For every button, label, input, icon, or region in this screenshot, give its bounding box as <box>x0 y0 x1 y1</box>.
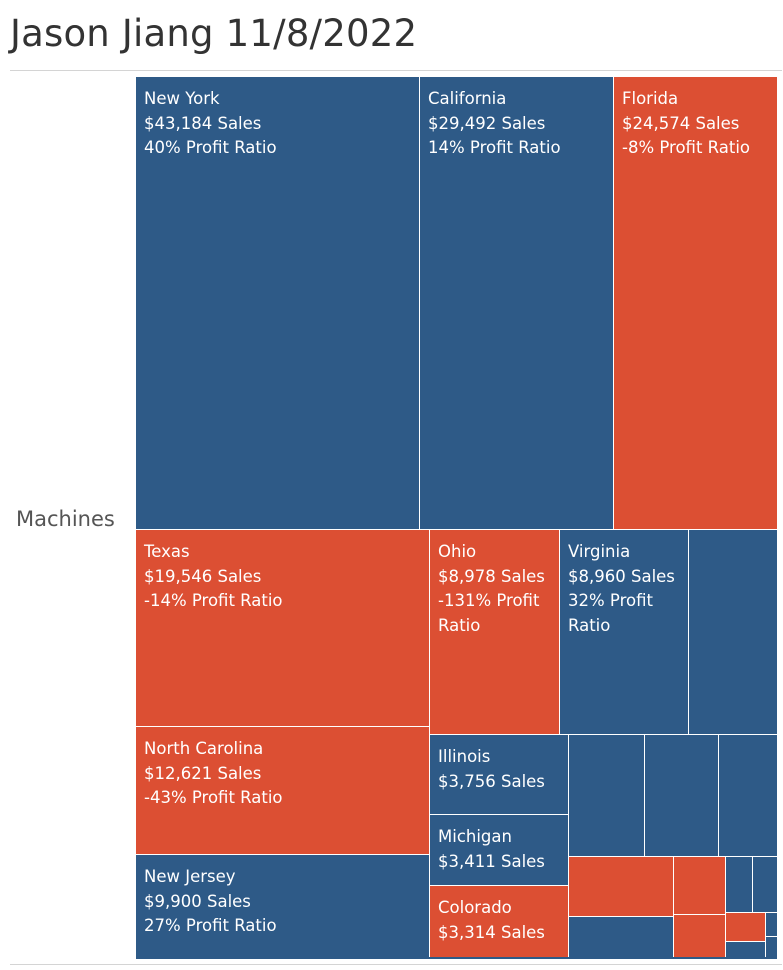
tile-label: Virginia $8,960 Sales 32% Profit Ratio <box>568 540 682 638</box>
tile-profit-ratio: -131% Profit Ratio <box>438 591 540 635</box>
title-divider <box>10 70 782 71</box>
tile-sales-value: $12,621 Sales <box>144 763 262 783</box>
tile-texas[interactable]: Texas $19,546 Sales -14% Profit Ratio <box>136 530 429 726</box>
tile-state-name: Michigan <box>438 827 512 846</box>
tile-unlabeled[interactable] <box>766 913 777 936</box>
tile-state-name: North Carolina <box>144 739 264 758</box>
tile-unlabeled[interactable] <box>726 857 752 912</box>
tile-sales-value: $19,546 Sales <box>144 566 262 586</box>
tile-label: Michigan $3,411 Sales <box>438 825 562 874</box>
tile-state-name: California <box>428 89 507 108</box>
tile-profit-ratio: -14% Profit Ratio <box>144 591 283 610</box>
tile-label: New York $43,184 Sales 40% Profit Ratio <box>144 87 413 161</box>
tile-profit-ratio: 40% Profit Ratio <box>144 138 277 157</box>
treemap: New York $43,184 Sales 40% Profit Ratio Cal… <box>136 77 777 959</box>
tile-illinois[interactable]: Illinois $3,756 Sales <box>430 735 568 814</box>
tile-virginia[interactable]: Virginia $8,960 Sales 32% Profit Ratio <box>560 530 688 734</box>
tile-label: Illinois $3,756 Sales <box>438 745 562 794</box>
tile-unlabeled[interactable] <box>645 735 718 856</box>
tile-profit-ratio: 32% Profit Ratio <box>568 591 653 635</box>
tile-unlabeled[interactable] <box>674 915 725 958</box>
tile-label: North Carolina $12,621 Sales -43% Profit R… <box>144 737 423 811</box>
tile-profit-ratio: 27% Profit Ratio <box>144 916 277 935</box>
tile-new-york[interactable]: New York $43,184 Sales 40% Profit Ratio <box>136 77 419 529</box>
bottom-divider <box>10 964 782 965</box>
tile-florida[interactable]: Florida $24,574 Sales -8% Profit Ratio <box>614 77 777 529</box>
tile-label: California $29,492 Sales 14% Profit Ratio <box>428 87 607 161</box>
tile-sales-value: $8,978 Sales <box>438 566 545 586</box>
category-row-label: Machines <box>16 507 115 531</box>
tile-label: Ohio $8,978 Sales -131% Profit Ratio <box>438 540 553 638</box>
tile-state-name: Ohio <box>438 542 477 561</box>
tile-sales-value: $3,314 Sales <box>438 922 545 942</box>
tile-sales-value: $8,960 Sales <box>568 566 675 586</box>
tile-state-name: Colorado <box>438 898 512 917</box>
tile-state-name: New York <box>144 89 220 108</box>
treemap-base-line <box>136 957 777 959</box>
tile-north-carolina[interactable]: North Carolina $12,621 Sales -43% Profit R… <box>136 727 429 854</box>
tile-unlabeled[interactable] <box>719 735 777 856</box>
tile-california[interactable]: California $29,492 Sales 14% Profit Ratio <box>420 77 613 529</box>
tile-profit-ratio: 14% Profit Ratio <box>428 138 561 157</box>
tile-unlabeled[interactable] <box>674 857 725 914</box>
tile-unlabeled[interactable] <box>689 530 777 734</box>
tile-state-name: Virginia <box>568 542 631 561</box>
tile-label: Colorado $3,314 Sales <box>438 896 562 945</box>
tile-state-name: Florida <box>622 89 679 108</box>
tile-sales-value: $9,900 Sales <box>144 891 251 911</box>
tile-unlabeled[interactable] <box>726 942 765 958</box>
tile-michigan[interactable]: Michigan $3,411 Sales <box>430 815 568 885</box>
tile-sales-value: $43,184 Sales <box>144 113 262 133</box>
tile-profit-ratio: -43% Profit Ratio <box>144 788 283 807</box>
tile-sales-value: $24,574 Sales <box>622 113 740 133</box>
tile-unlabeled[interactable] <box>766 937 777 958</box>
tile-label: Florida $24,574 Sales -8% Profit Ratio <box>622 87 771 161</box>
chart-title: Jason Jiang 11/8/2022 <box>10 12 418 55</box>
tile-state-name: New Jersey <box>144 867 236 886</box>
tile-unlabeled[interactable] <box>569 917 673 958</box>
tile-unlabeled[interactable] <box>753 857 777 912</box>
tile-sales-value: $3,411 Sales <box>438 851 545 871</box>
tile-new-jersey[interactable]: New Jersey $9,900 Sales 27% Profit Ratio <box>136 855 429 958</box>
tile-state-name: Illinois <box>438 747 491 766</box>
tile-sales-value: $29,492 Sales <box>428 113 546 133</box>
tile-unlabeled[interactable] <box>569 857 673 916</box>
tile-sales-value: $3,756 Sales <box>438 771 545 791</box>
tile-unlabeled[interactable] <box>569 735 644 856</box>
tile-colorado[interactable]: Colorado $3,314 Sales <box>430 886 568 958</box>
tile-unlabeled[interactable] <box>726 913 765 941</box>
tile-ohio[interactable]: Ohio $8,978 Sales -131% Profit Ratio <box>430 530 559 734</box>
tile-profit-ratio: -8% Profit Ratio <box>622 138 751 157</box>
tile-label: New Jersey $9,900 Sales 27% Profit Ratio <box>144 865 423 939</box>
tile-label: Texas $19,546 Sales -14% Profit Ratio <box>144 540 423 614</box>
tile-state-name: Texas <box>144 542 190 561</box>
